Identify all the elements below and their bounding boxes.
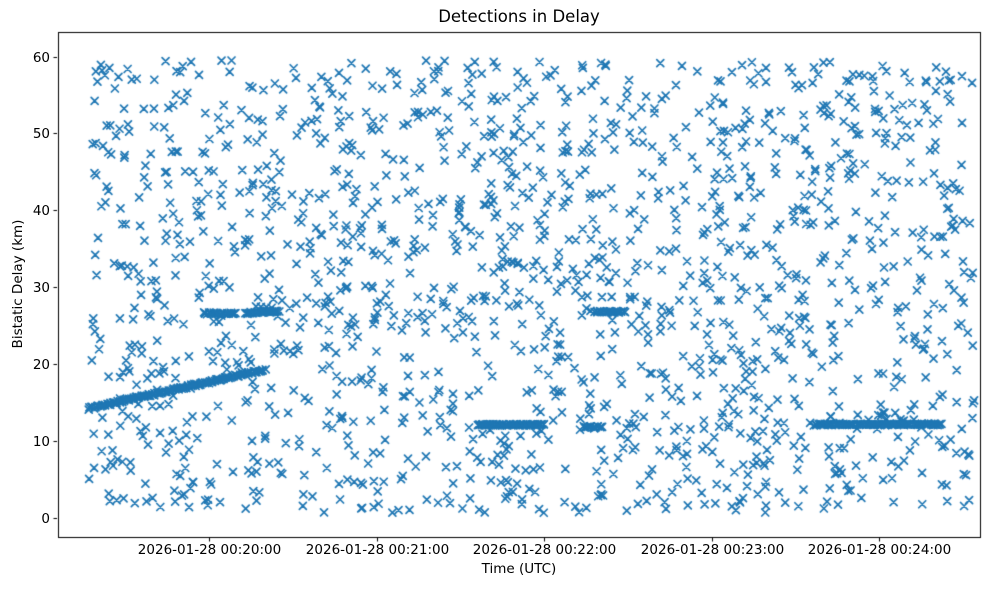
x-tick-label: 2026-01-28 00:20:00 (137, 542, 282, 558)
x-tick-label: 2026-01-28 00:21:00 (305, 542, 450, 558)
y-tick-label: 50 (32, 125, 50, 142)
x-tick-label: 2026-01-28 00:22:00 (472, 542, 617, 558)
y-tick-label: 60 (32, 49, 50, 66)
y-tick-label: 30 (32, 279, 50, 296)
y-tick-label: 0 (41, 510, 50, 527)
y-tick-label: 20 (32, 356, 50, 373)
x-tick-label: 2026-01-28 00:23:00 (640, 542, 785, 558)
x-tick-label: 2026-01-28 00:24:00 (807, 542, 952, 558)
chart-title: Detections in Delay (438, 7, 600, 26)
y-tick-label: 10 (32, 433, 50, 450)
x-axis-label: Time (UTC) (481, 561, 557, 577)
y-tick-label: 40 (32, 202, 50, 219)
